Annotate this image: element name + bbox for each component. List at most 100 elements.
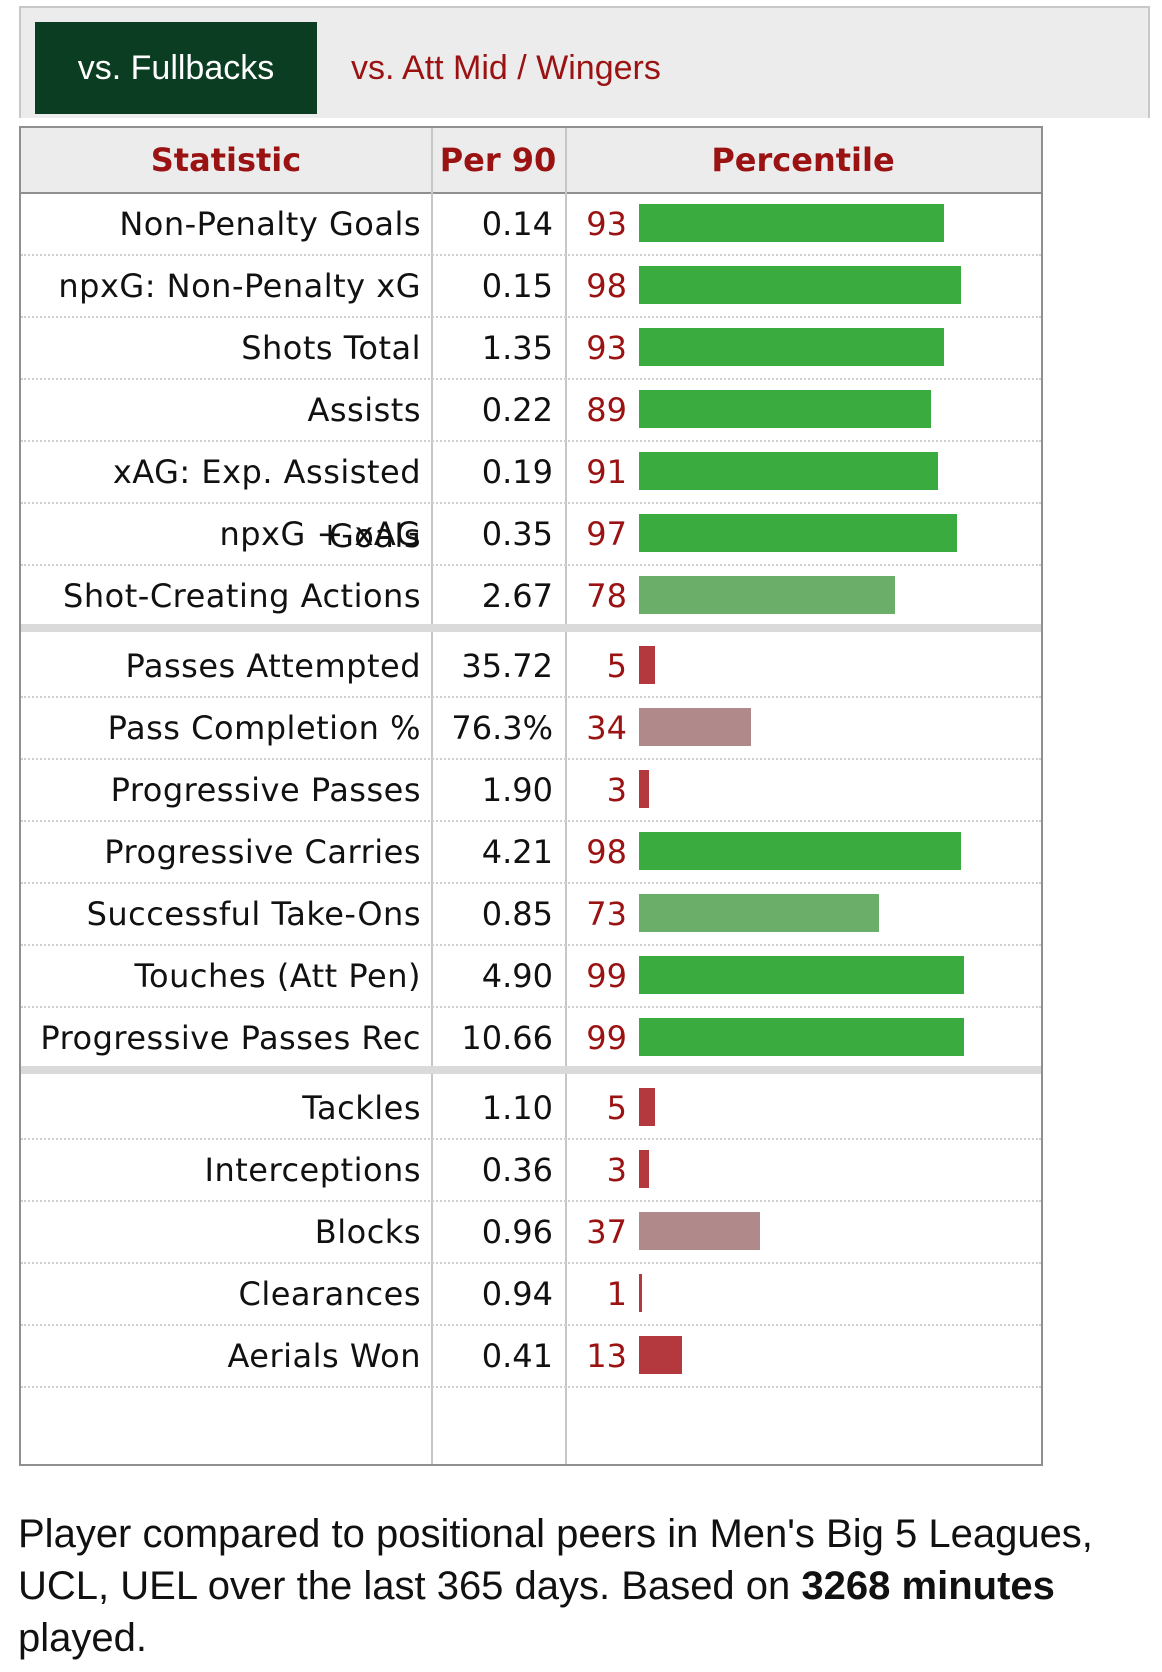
- per-90-value: 0.85: [481, 895, 553, 933]
- per-90-value: 0.41: [481, 1337, 553, 1375]
- percentile-bar: [639, 770, 649, 808]
- percentile-value: 3: [606, 1151, 627, 1189]
- per-90-value: 1.35: [481, 329, 553, 367]
- percentile-bar: [639, 646, 655, 684]
- percentile-value: 1: [606, 1275, 627, 1313]
- percentile-bar: [639, 832, 961, 870]
- table-row: Successful Take-Ons 0.85 73: [21, 882, 1041, 946]
- percentile-value: 34: [586, 709, 627, 747]
- footnote-space: [890, 1564, 901, 1608]
- percentile-value: 98: [586, 833, 627, 871]
- per-90-value: 4.90: [481, 957, 553, 995]
- header-per-90: Per 90: [439, 141, 557, 179]
- percentile-value: 93: [586, 205, 627, 243]
- footnote-end: played.: [18, 1616, 147, 1660]
- percentile-bar: [639, 1336, 682, 1374]
- comparison-tabs: vs. Fullbacks vs. Att Mid / Wingers: [19, 6, 1150, 118]
- percentile-bar: [639, 1274, 642, 1312]
- per-90-value: 0.36: [481, 1151, 553, 1189]
- percentile-value: 97: [586, 515, 627, 553]
- stat-name: Shot-Creating Actions: [63, 577, 421, 615]
- percentile-bar: [639, 452, 938, 490]
- per-90-value: 0.15: [481, 267, 553, 305]
- percentile-bar: [639, 1088, 655, 1126]
- per-90-value: 0.35: [481, 515, 553, 553]
- per-90-value: 4.21: [481, 833, 553, 871]
- stat-name: Assists: [307, 391, 421, 429]
- per-90-value: 0.96: [481, 1213, 553, 1251]
- percentile-bar: [639, 956, 964, 994]
- stat-name: Successful Take-Ons: [86, 895, 421, 933]
- percentile-bar: [639, 708, 751, 746]
- percentile-bar: [639, 390, 931, 428]
- percentile-value: 93: [586, 329, 627, 367]
- stat-name: Shots Total: [241, 329, 421, 367]
- column-divider: [565, 128, 567, 1464]
- table-row: Tackles 1.10 5: [21, 1076, 1041, 1140]
- tab-vs-att-mid-wingers[interactable]: vs. Att Mid / Wingers: [351, 49, 661, 87]
- minutes-label: minutes: [901, 1564, 1055, 1608]
- stat-name: Clearances: [238, 1275, 421, 1313]
- per-90-value: 10.66: [461, 1019, 553, 1057]
- table-row: Shot-Creating Actions 2.67 78: [21, 564, 1041, 628]
- percentile-value: 73: [586, 895, 627, 933]
- per-90-value: 1.90: [481, 771, 553, 809]
- stat-name: xAG: Exp. Assisted Goals: [112, 453, 421, 555]
- percentile-value: 5: [606, 1089, 627, 1127]
- percentile-bar: [639, 514, 957, 552]
- percentile-value: 99: [586, 957, 627, 995]
- table-row: Non-Penalty Goals 0.14 93: [21, 192, 1041, 256]
- table-row: xAG: Exp. Assisted Goals 0.19 91: [21, 440, 1041, 555]
- stat-name: Aerials Won: [227, 1337, 421, 1375]
- stat-name: Progressive Carries: [104, 833, 421, 871]
- per-90-value: 76.3%: [451, 709, 553, 747]
- table-row: Progressive Passes Rec 10.66 99: [21, 1006, 1041, 1070]
- percentile-value: 89: [586, 391, 627, 429]
- percentile-bar: [639, 1150, 649, 1188]
- table-row: Interceptions 0.36 3: [21, 1138, 1041, 1202]
- percentile-bar: [639, 1018, 964, 1056]
- scouting-report-table: Statistic Per 90 Percentile Non-Penalty …: [19, 126, 1043, 1466]
- percentile-value: 37: [586, 1213, 627, 1251]
- table-row: Progressive Carries 4.21 98: [21, 820, 1041, 884]
- stat-name: Touches (Att Pen): [134, 957, 421, 995]
- table-row: Shots Total 1.35 93: [21, 316, 1041, 380]
- percentile-bar: [639, 266, 961, 304]
- table-row: Clearances 0.94 1: [21, 1262, 1041, 1326]
- per-90-value: 35.72: [461, 647, 553, 685]
- percentile-bar: [639, 576, 895, 614]
- percentile-value: 3: [606, 771, 627, 809]
- percentile-value: 91: [586, 453, 627, 491]
- per-90-value: 0.22: [481, 391, 553, 429]
- percentile-bar: [639, 328, 944, 366]
- footnote: Player compared to positional peers in M…: [18, 1508, 1138, 1664]
- percentile-value: 13: [586, 1337, 627, 1375]
- percentile-value: 78: [586, 577, 627, 615]
- per-90-value: 0.19: [481, 453, 553, 491]
- stat-name: Blocks: [314, 1213, 421, 1251]
- table-row: Blocks 0.96 37: [21, 1200, 1041, 1264]
- stat-name: npxG + xAG: [219, 515, 421, 553]
- stat-name: Interceptions: [204, 1151, 421, 1189]
- table-row: Pass Completion % 76.3% 34: [21, 696, 1041, 760]
- table-row: Touches (Att Pen) 4.90 99: [21, 944, 1041, 1008]
- per-90-value: 0.94: [481, 1275, 553, 1313]
- per-90-value: 0.14: [481, 205, 553, 243]
- percentile-bar: [639, 894, 879, 932]
- stat-name: Tackles: [302, 1089, 421, 1127]
- header-statistic: Statistic: [150, 141, 302, 179]
- table-row: Aerials Won 0.41 13: [21, 1324, 1041, 1388]
- group-separator: [21, 1066, 1041, 1074]
- per-90-value: 1.10: [481, 1089, 553, 1127]
- minutes-count: 3268: [801, 1564, 891, 1608]
- group-separator: [21, 624, 1041, 632]
- column-divider: [431, 128, 433, 1464]
- table-row: Passes Attempted 35.72 5: [21, 634, 1041, 698]
- percentile-bar: [639, 204, 944, 242]
- stat-name: Progressive Passes Rec: [40, 1019, 421, 1057]
- tab-vs-fullbacks[interactable]: vs. Fullbacks: [35, 22, 317, 114]
- percentile-value: 99: [586, 1019, 627, 1057]
- per-90-value: 2.67: [481, 577, 553, 615]
- footnote-text: Player compared to positional peers in M…: [18, 1512, 1093, 1608]
- table-row: npxG: Non-Penalty xG 0.15 98: [21, 254, 1041, 318]
